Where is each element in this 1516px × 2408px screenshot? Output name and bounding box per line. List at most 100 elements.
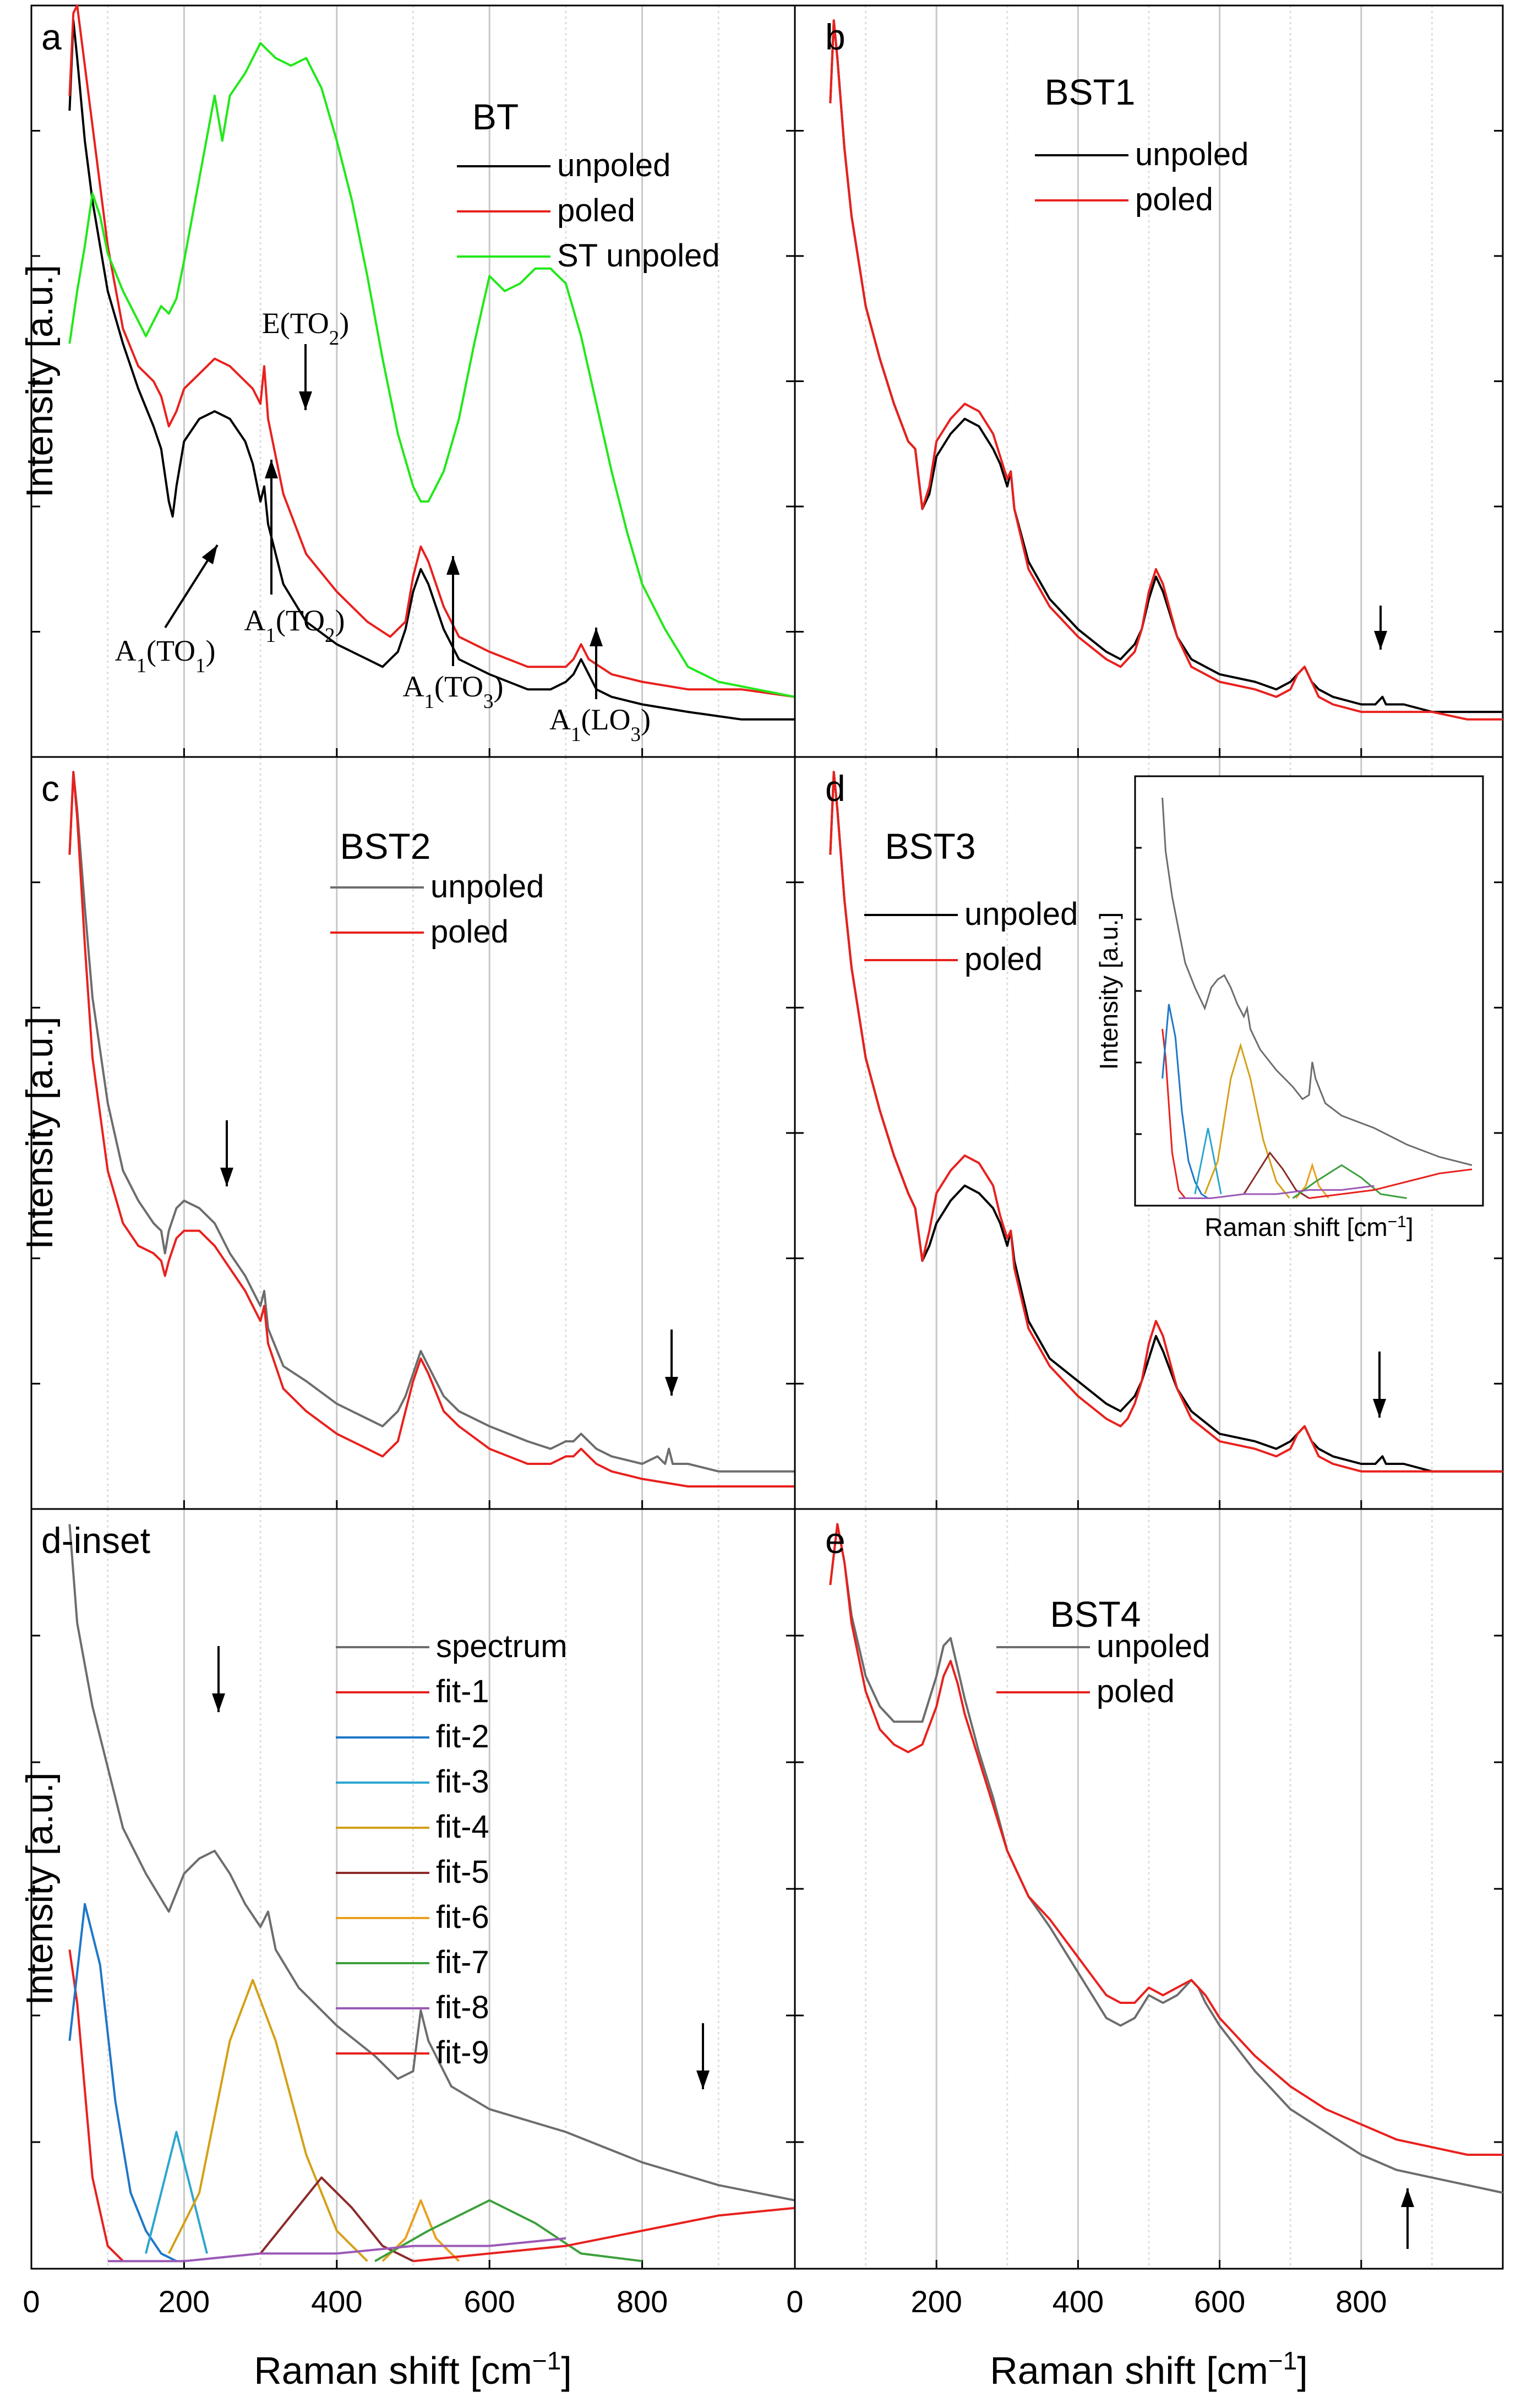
- arrow-e-low: [212, 1646, 225, 1712]
- series-fit-8-line: [107, 2237, 566, 2263]
- series-fit-7-line: [374, 2199, 642, 2263]
- legend-label-poled: poled: [430, 914, 509, 950]
- arrow-a1-lo3: [590, 628, 603, 699]
- inset-fit-3-line: [1194, 1127, 1222, 1195]
- legend-label-poled: poled: [1097, 1674, 1175, 1709]
- series-spectrum-line: [68, 1524, 795, 2202]
- y-axis-label: Intensity [a.u.]: [19, 265, 61, 498]
- legend-label-fit-7: fit-7: [436, 1944, 489, 1980]
- series-fit-3-line: [145, 2131, 208, 2254]
- panel-title-a: BT: [472, 96, 519, 137]
- arrow-a1-to1: [164, 544, 219, 629]
- y-axis-label: Intensity [a.u.]: [19, 1016, 61, 1249]
- panel-letter-a: a: [41, 17, 62, 57]
- series-unpoled-line: [829, 19, 1503, 713]
- legend-label-fit-1: fit-1: [436, 1674, 489, 1709]
- x-tick-label: 600: [1194, 2284, 1245, 2319]
- series-fit-9-line: [413, 2207, 795, 2263]
- inset-fit-9-line: [1308, 1168, 1473, 1199]
- legend-label-unpoled: unpoled: [964, 896, 1078, 932]
- arrow-f-feature: [1401, 2188, 1414, 2249]
- x-axis-label: Raman shift [cm−1]: [990, 2346, 1308, 2392]
- legend-label-st-unpoled: ST unpoled: [557, 238, 720, 274]
- panel-letter-b: b: [825, 17, 846, 57]
- inset-x-label: Raman shift [cm−1]: [1204, 1213, 1413, 1242]
- arrow-c-low: [220, 1120, 233, 1186]
- inset-fit-2-line: [1161, 1004, 1209, 1199]
- series-unpoled-line: [68, 771, 795, 1473]
- arrow-e-high: [696, 2023, 710, 2089]
- panel-title-f: BST4: [1050, 1594, 1141, 1635]
- x-tick-label: 400: [311, 2284, 362, 2319]
- x-tick-label: 600: [463, 2284, 515, 2319]
- legend-label-fit-6: fit-6: [436, 1899, 489, 1935]
- legend-label-unpoled: unpoled: [430, 869, 544, 905]
- annotation-a1-to2: A1(TO2): [244, 604, 345, 647]
- x-tick-label: 400: [1053, 2284, 1104, 2319]
- panel-letter-e: d-inset: [41, 1520, 150, 1561]
- series-unpoled-line: [829, 1523, 1503, 2194]
- annotation-a1-lo3: A1(LO3): [549, 703, 651, 746]
- legend-label-fit-2: fit-2: [436, 1719, 489, 1755]
- legend-label-fit-8: fit-8: [436, 1990, 489, 2025]
- x-tick-label: 0: [786, 2284, 803, 2319]
- series-fit-4-line: [167, 1979, 368, 2262]
- series-poled-line: [68, 4, 795, 698]
- panel-letter-c: c: [41, 768, 59, 809]
- legend-label-spectrum: spectrum: [436, 1628, 568, 1664]
- series-poled-line: [829, 771, 1503, 1473]
- x-tick-label: 800: [617, 2284, 668, 2319]
- legend-label-fit-9: fit-9: [436, 2035, 489, 2071]
- series-st-unpoled-line: [68, 42, 795, 698]
- series-poled-line: [829, 19, 1503, 721]
- y-axis-label: Intensity [a.u.]: [19, 1772, 61, 2005]
- arrow-a1-to2: [265, 460, 278, 595]
- arrow-c-high: [665, 1330, 678, 1396]
- inset-fit-7-line: [1292, 1164, 1407, 1199]
- series-fit-2-line: [68, 1903, 177, 2262]
- legend-label-unpoled: unpoled: [557, 148, 670, 183]
- panel-letter-d: d: [825, 768, 846, 809]
- inset-chart: Intensity [a.u.] Raman shift [cm−1]: [1094, 775, 1484, 1242]
- inset-fit-8-line: [1179, 1185, 1375, 1199]
- arrow-e-to2: [299, 344, 312, 410]
- panel-e: d-inset spectrum fit-1 fit-2 fit-3 fit-4 fit-5…: [19, 1508, 796, 2270]
- panel-letter-f: e: [825, 1520, 846, 1561]
- panel-a: a BT unpoled poled ST unpoled Intensity [a.u.…: [19, 4, 796, 758]
- inset-spectrum-line: [1161, 797, 1473, 1166]
- legend-label-unpoled: unpoled: [1097, 1628, 1210, 1664]
- x-axis-label: Raman shift [cm−1]: [254, 2346, 572, 2392]
- inset-frame: [1134, 775, 1484, 1207]
- annotation-e-to2: E(TO2): [262, 307, 349, 350]
- x-tick-label: 200: [159, 2284, 210, 2319]
- series-unpoled-line: [68, 19, 795, 721]
- series-poled-line: [829, 1523, 1503, 2156]
- arrow-d-feature: [1373, 1352, 1386, 1418]
- x-tick-label: 200: [910, 2284, 962, 2319]
- inset-fit-4-line: [1204, 1042, 1290, 1199]
- legend-label-fit-4: fit-4: [436, 1809, 489, 1845]
- legend-label-poled: poled: [557, 193, 635, 228]
- legend-label-fit-5: fit-5: [436, 1854, 489, 1890]
- x-tick-label: 800: [1335, 2284, 1387, 2319]
- series-poled-line: [68, 771, 795, 1488]
- series-fit-1-line: [68, 1949, 124, 2262]
- panel-title-b: BST1: [1044, 72, 1135, 112]
- legend-label-fit-3: fit-3: [436, 1764, 489, 1800]
- legend-label-poled: poled: [1135, 182, 1213, 217]
- legend-label-unpoled: unpoled: [1135, 137, 1248, 172]
- x-tick-label: 0: [23, 2284, 40, 2319]
- legend-label-poled: poled: [964, 941, 1043, 977]
- annotation-a1-to3: A1(TO3): [403, 670, 504, 713]
- inset-y-label: Intensity [a.u.]: [1094, 912, 1123, 1070]
- annotation-a1-to1: A1(TO1): [115, 634, 216, 677]
- panel-title-c: BST2: [340, 826, 430, 867]
- panel-title-d: BST3: [885, 826, 975, 867]
- arrow-a1-to3: [446, 556, 460, 666]
- arrow-b-feature: [1374, 606, 1387, 650]
